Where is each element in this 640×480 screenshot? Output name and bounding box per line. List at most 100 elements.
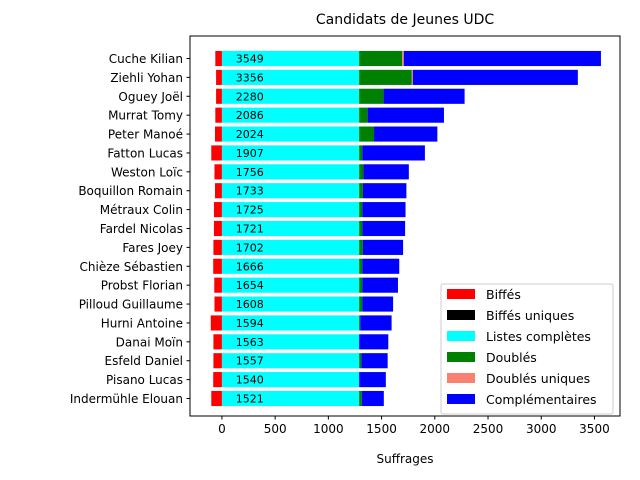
legend-label: Biffés uniques <box>486 308 574 323</box>
bar-biff-s-7 <box>215 183 222 199</box>
y-tick-label: Métraux Colin <box>100 203 183 217</box>
bar-total-label: 3356 <box>236 71 264 84</box>
bar-doubl-s-5 <box>359 145 363 161</box>
x-tick-label: 2000 <box>420 422 451 436</box>
y-tick-label: Weston Loïc <box>111 165 183 179</box>
y-tick-label: Fatton Lucas <box>107 146 183 160</box>
bar-biff-s-17 <box>213 372 222 388</box>
bar-compl-mentaires-3 <box>367 107 444 123</box>
x-tick-label: 2500 <box>473 422 504 436</box>
y-tick-label: Fares Joey <box>122 241 183 255</box>
x-tick-label: 500 <box>264 422 287 436</box>
x-tick-label: 3000 <box>526 422 557 436</box>
bar-doubl-s-7 <box>359 183 363 199</box>
bar-listes-compl-tes-13 <box>221 296 360 312</box>
bar-biff-s-2 <box>216 88 222 104</box>
bar-listes-compl-tes-9 <box>221 220 360 237</box>
bar-listes-compl-tes-4 <box>221 126 360 142</box>
bar-biff-s-13 <box>214 296 222 312</box>
bar-listes-compl-tes-0 <box>221 50 360 67</box>
bar-doubl-s-16 <box>359 353 362 369</box>
bar-compl-mentaires-12 <box>362 277 398 293</box>
bar-doubl-s-9 <box>359 220 363 237</box>
bar-compl-mentaires-7 <box>362 183 407 199</box>
legend-swatch <box>447 394 475 404</box>
bar-doubl-s-14 <box>359 315 361 331</box>
y-tick-label: Cuche Kilian <box>109 52 183 66</box>
bar-total-label: 2086 <box>236 109 264 122</box>
bar-compl-mentaires-2 <box>383 88 465 104</box>
x-axis: 0 500 1000 1500 2000 2500 3000 3500 <box>218 416 610 436</box>
y-tick-label: Murrat Tomy <box>108 109 183 123</box>
bar-listes-compl-tes-3 <box>221 107 360 123</box>
bar-doubl-s-1 <box>359 69 412 85</box>
bar-total-label: 2024 <box>236 128 264 141</box>
bar-biff-s-16 <box>213 353 222 369</box>
bar-listes-compl-tes-6 <box>221 164 360 180</box>
bar-total-label: 3549 <box>236 53 264 66</box>
bar-compl-mentaires-15 <box>359 334 389 350</box>
bar-total-label: 1721 <box>236 223 264 236</box>
bar-compl-mentaires-14 <box>360 315 392 331</box>
legend-box <box>440 283 614 415</box>
legend-swatch <box>447 310 475 320</box>
bar-total-label: 1540 <box>236 374 264 387</box>
bar-biff-s-12 <box>214 277 222 293</box>
bar-listes-compl-tes-2 <box>221 88 360 104</box>
bar-doubl-s-0 <box>359 50 403 67</box>
legend-label: Biffés <box>486 287 521 302</box>
bar-doubl-s-11 <box>359 258 363 274</box>
y-tick-label: Ziehli Yohan <box>110 71 183 85</box>
bar-doubl-s-10 <box>359 239 363 255</box>
bar-listes-compl-tes-10 <box>221 239 360 255</box>
y-tick-label: Oguey Joël <box>118 90 183 104</box>
bar-listes-compl-tes-14 <box>221 315 360 331</box>
bar-doubl-s-8 <box>359 202 363 218</box>
y-tick-label: Pisano Lucas <box>106 373 183 387</box>
bar-doubl-s-6 <box>359 164 364 180</box>
bar-total-label: 1702 <box>236 241 264 254</box>
bar-biff-s-4 <box>215 126 222 142</box>
bar-doubl-s-18 <box>359 390 362 407</box>
bar-total-label: 1756 <box>236 166 264 179</box>
bar-biff-s-6 <box>214 164 222 180</box>
legend-label: Doublés <box>486 350 537 365</box>
bar-listes-compl-tes-17 <box>221 372 360 388</box>
legend-swatch <box>447 289 475 299</box>
bar-doubl-s-4 <box>359 126 375 142</box>
bar-total-label: 1521 <box>236 393 264 406</box>
bar-biff-s-14 <box>210 315 222 331</box>
bar-doubl-s-2 <box>359 88 384 104</box>
bar-listes-compl-tes-16 <box>221 353 360 369</box>
bar-compl-mentaires-17 <box>359 372 386 388</box>
y-tick-label: Boquillon Romain <box>78 184 183 198</box>
y-tick-label: Probst Florian <box>101 279 183 293</box>
bar-value-labels: 3549 3356 2280 2086 2024 1907 1756 1733 1725 1721… <box>236 53 264 406</box>
bar-compl-mentaires-0 <box>403 50 601 67</box>
y-tick-label: Indermühle Elouan <box>70 392 183 406</box>
bar-doubl-s-12 <box>359 277 363 293</box>
bar-biff-s-18 <box>211 390 222 407</box>
bar-compl-mentaires-16 <box>361 353 388 369</box>
y-axis: Cuche Kilian Ziehli Yohan Oguey Joël Murrat… <box>70 52 190 406</box>
bar-compl-mentaires-10 <box>362 239 404 255</box>
bar-total-label: 1563 <box>236 336 264 349</box>
bar-doubl-s-uniques-1 <box>411 69 413 85</box>
bar-total-label: 1594 <box>236 317 264 330</box>
legend-swatch <box>447 352 475 362</box>
bar-biff-s-1 <box>216 69 222 85</box>
bar-listes-compl-tes-5 <box>221 145 360 161</box>
bar-total-label: 1666 <box>236 260 264 273</box>
bar-biff-s-9 <box>213 220 222 237</box>
bar-doubl-s-13 <box>359 296 363 312</box>
legend-label: Doublés uniques <box>486 371 590 386</box>
bar-compl-mentaires-6 <box>363 164 409 180</box>
bar-listes-compl-tes-15 <box>221 334 360 350</box>
bar-listes-compl-tes-11 <box>221 258 360 274</box>
bar-biff-s-10 <box>213 239 222 255</box>
y-tick-label: Fardel Nicolas <box>100 222 183 236</box>
bar-total-label: 1907 <box>236 147 264 160</box>
legend: Biffés Biffés uniques Listes complètes Doub… <box>440 283 614 415</box>
x-axis-label: Suffrages <box>376 452 433 466</box>
y-tick-label: Peter Manoé <box>108 128 183 142</box>
